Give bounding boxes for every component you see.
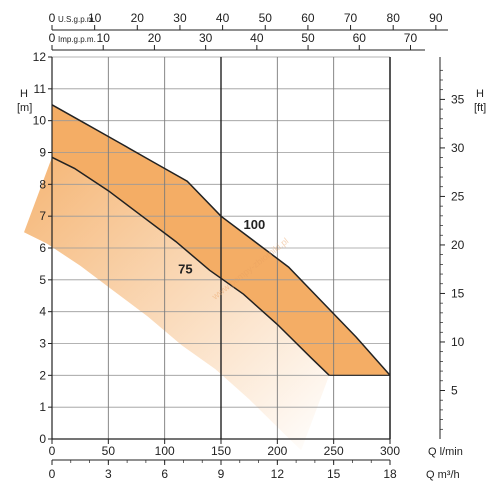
y-tick-label: 5 <box>39 273 46 287</box>
curve-100 <box>51 104 391 376</box>
axes <box>48 25 448 465</box>
y-tick-label: 3 <box>39 337 46 351</box>
x-m3h-tick-label: 12 <box>271 467 285 481</box>
y-right-label-h: H <box>476 88 484 100</box>
x-label-usgpm: U.S.g.p.m. <box>58 15 96 24</box>
y-right-tick-label: 10 <box>451 335 465 349</box>
y-tick-label: 8 <box>39 177 46 191</box>
y-right-tick-label: 25 <box>451 189 465 203</box>
y-right-tick-label: 15 <box>451 286 465 300</box>
x-usgpm-tick-label: 10 <box>88 11 102 25</box>
x-tick-label: 150 <box>211 444 231 458</box>
y-label-unit-m: [m] <box>17 102 32 114</box>
x-impgpm-tick-label: 40 <box>250 31 264 45</box>
x-usgpm-tick-label: 60 <box>301 11 315 25</box>
x-label-lmin: Q l/min <box>428 446 463 458</box>
x-m3h-tick-label: 6 <box>161 467 168 481</box>
x-tick-label: 50 <box>102 444 116 458</box>
y-right-tick-label: 35 <box>451 92 465 106</box>
x-m3h-tick-label: 3 <box>105 467 112 481</box>
y-right-tick-label: 5 <box>451 383 458 397</box>
band-fade <box>24 157 330 451</box>
y-right-tick-label: 30 <box>451 141 465 155</box>
x-label-impgpm: Imp.g.p.m. <box>58 35 96 44</box>
x-impgpm-tick-label: 10 <box>97 31 111 45</box>
x-impgpm-tick-label: 30 <box>199 31 213 45</box>
y-tick-label: 10 <box>33 114 47 128</box>
curves <box>51 104 391 376</box>
y-tick-label: 12 <box>33 50 47 64</box>
y-label-h: H <box>20 88 28 100</box>
x-usgpm-tick-label: 30 <box>173 11 187 25</box>
y-right-tick-label: 20 <box>451 238 465 252</box>
x-impgpm-zero: 0 <box>49 31 56 45</box>
y-tick-label: 1 <box>39 400 46 414</box>
x-usgpm-zero: 0 <box>49 11 56 25</box>
x-tick-label: 100 <box>155 444 175 458</box>
y-tick-label: 11 <box>34 82 47 96</box>
x-impgpm-tick-label: 60 <box>353 31 367 45</box>
x-impgpm-tick-label: 50 <box>301 31 315 45</box>
x-label-m3h: Q m³/h <box>426 469 460 481</box>
x-m3h-tick-label: 9 <box>218 467 225 481</box>
x-tick-label: 0 <box>49 444 56 458</box>
x-usgpm-tick-label: 40 <box>216 11 230 25</box>
x-usgpm-tick-label: 20 <box>131 11 145 25</box>
x-impgpm-tick-label: 20 <box>148 31 162 45</box>
x-usgpm-tick-label: 70 <box>344 11 358 25</box>
x-impgpm-tick-label: 70 <box>404 31 418 45</box>
grid <box>52 56 391 439</box>
performance-band <box>24 104 390 451</box>
x-m3h-tick-label: 15 <box>327 467 341 481</box>
x-usgpm-tick-label: 50 <box>259 11 273 25</box>
x-m3h-tick-label: 18 <box>383 467 397 481</box>
y-right-label-unit: [ft] <box>474 102 486 114</box>
x-usgpm-tick-label: 90 <box>429 11 443 25</box>
x-usgpm-tick-label: 80 <box>387 11 401 25</box>
x-tick-label: 200 <box>267 444 287 458</box>
x-tick-label: 250 <box>324 444 344 458</box>
curve-label-75: 75 <box>178 261 192 276</box>
y-tick-label: 6 <box>39 241 46 255</box>
x-m3h-tick-label: 0 <box>49 467 56 481</box>
y-tick-label: 7 <box>39 209 46 223</box>
curve-label-100: 100 <box>244 217 266 232</box>
y-tick-label: 4 <box>39 305 46 319</box>
y-tick-label: 2 <box>39 368 46 382</box>
x-tick-label: 300 <box>380 444 400 458</box>
y-tick-label: 0 <box>39 432 46 446</box>
y-tick-label: 9 <box>39 146 46 160</box>
curve-75 <box>51 156 330 376</box>
